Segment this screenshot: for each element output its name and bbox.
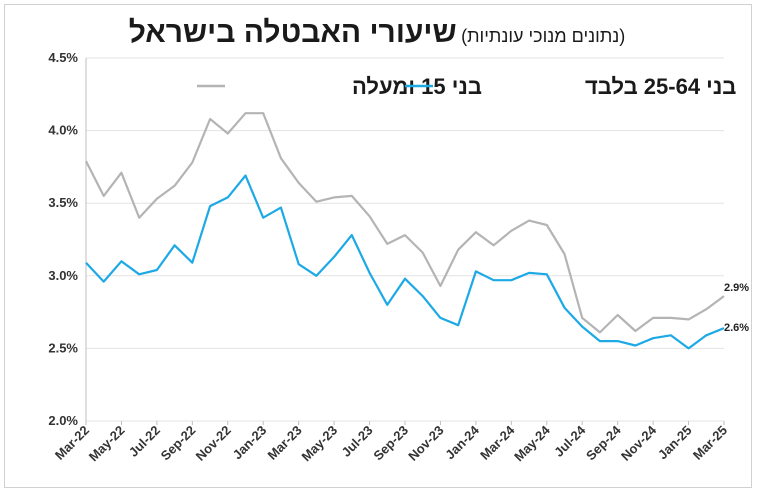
y-tick-label: 2.5%: [48, 340, 78, 355]
legend-label-2: בני 25-64 בלבד: [585, 74, 736, 99]
x-tick-label: May-22: [86, 423, 128, 465]
series-line-2: [85, 174, 725, 350]
legend: בני 15 ומעלה בני 25-64 בלבד: [197, 74, 736, 99]
chart-title-row: שיעורי האבטלה בישראל (נתונים מנוכי עונתי…: [0, 16, 760, 50]
y-axis: 4.5% 4.0% 3.5% 3.0% 2.5% 2.0%: [48, 50, 78, 428]
x-tick-label: Sep-22: [158, 423, 199, 464]
x-tick-label: Mar-23: [265, 423, 305, 463]
series-group: 2.9% 2.6%: [85, 112, 749, 350]
x-tick-label: Jul-23: [338, 423, 375, 460]
x-tick-label: Nov-23: [405, 423, 446, 464]
y-tick-label: 4.5%: [48, 50, 78, 65]
chart-subtitle: (נתונים מנוכי עונתיות): [461, 26, 626, 46]
x-tick-label: Mar-25: [690, 423, 730, 463]
end-value-label: 2.9%: [724, 282, 749, 294]
y-tick-label: 4.0%: [48, 123, 78, 138]
x-tick-label: Jul-22: [126, 423, 163, 460]
x-tick-label: Jan-24: [442, 422, 482, 462]
y-tick-label: 3.5%: [48, 195, 78, 210]
grid-lines: [86, 57, 724, 422]
x-tick-label: Jan-25: [655, 423, 695, 463]
x-tick-label: Nov-22: [193, 423, 234, 464]
chart-title: שיעורי האבטלה בישראל: [128, 16, 457, 49]
x-tick-label: May-23: [298, 423, 340, 465]
x-tick-label: Mar-22: [52, 423, 92, 463]
x-tick-label: Sep-23: [370, 423, 411, 464]
x-tick-label: Jan-23: [230, 423, 270, 463]
y-tick-label: 3.0%: [48, 268, 78, 283]
x-tick-label: May-24: [511, 422, 553, 464]
x-tick-label: Sep-24: [583, 422, 624, 463]
x-tick-label: Nov-24: [618, 422, 660, 464]
end-value-label: 2.6%: [724, 322, 749, 334]
x-tick-label: Mar-24: [477, 422, 518, 463]
chart-frame: [4, 4, 752, 488]
series-line-1: [85, 112, 725, 334]
y-tick-label: 2.0%: [48, 413, 78, 428]
x-axis: Mar-22May-22Jul-22Sep-22Nov-22Jan-23Mar-…: [52, 421, 730, 464]
